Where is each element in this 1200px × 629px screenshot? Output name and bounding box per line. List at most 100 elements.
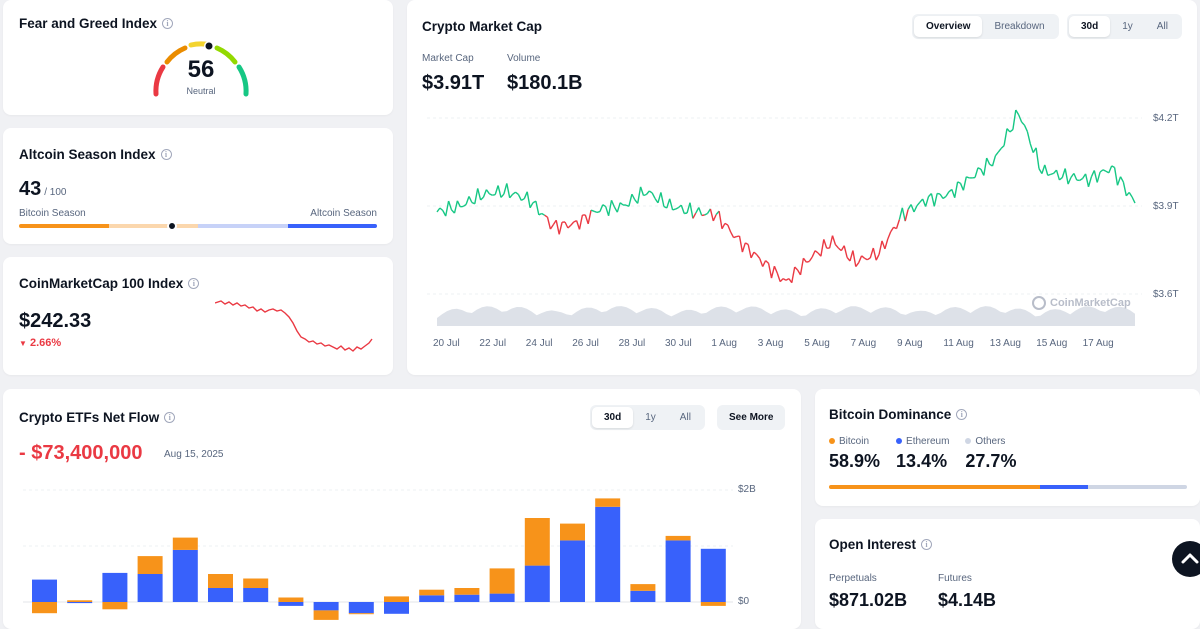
price-line-segment (806, 261, 809, 262)
price-line-segment (440, 208, 443, 211)
altcoin-value: 43 (19, 178, 41, 201)
etf-bar[interactable] (666, 540, 691, 602)
info-icon[interactable]: i (956, 409, 967, 420)
etf-bar[interactable] (630, 584, 655, 591)
etf-bar[interactable] (243, 588, 268, 602)
etf-bar[interactable] (349, 602, 374, 613)
dominance-item-bitcoin: Bitcoin 58.9% (829, 436, 880, 472)
perpetuals-value: $871.02B (829, 590, 907, 611)
etf-bar[interactable] (173, 550, 198, 602)
etf-bar[interactable] (173, 538, 198, 550)
etf-bar[interactable] (666, 536, 691, 541)
x-tick: 26 Jul (572, 338, 599, 349)
altcoin-title: Altcoin Season Index i (19, 147, 172, 162)
price-line-segment (1059, 178, 1062, 180)
price-line-segment (1129, 192, 1132, 197)
dominance-item-others: Others 27.7% (965, 436, 1016, 472)
etf-bar[interactable] (595, 507, 620, 602)
etf-bar[interactable] (314, 602, 339, 610)
etf-bar[interactable] (138, 556, 163, 574)
altcoin-season-card[interactable]: Altcoin Season Index i 43 / 100 Bitcoin … (3, 128, 393, 244)
etf-bar[interactable] (102, 602, 127, 609)
etf-bar[interactable] (419, 595, 444, 602)
etf-bar[interactable] (454, 595, 479, 602)
price-line-segment (548, 217, 551, 229)
futures-value: $4.14B (938, 590, 996, 611)
etf-bar[interactable] (32, 602, 57, 613)
price-line-segment (530, 203, 533, 208)
price-line-segment (545, 215, 548, 217)
etf-bar[interactable] (630, 591, 655, 602)
etf-bar[interactable] (67, 602, 92, 603)
open-interest-card[interactable]: Open Interest i Perpetuals $871.02B Futu… (815, 519, 1200, 629)
dominance-legend: Bitcoin 58.9% Ethereum 13.4% Others 27.7… (829, 436, 1016, 472)
etf-bar[interactable] (525, 518, 550, 566)
etf-bar[interactable] (208, 574, 233, 588)
open-interest-title: Open Interest i (829, 537, 932, 552)
x-tick: 30 Jul (665, 338, 692, 349)
etf-bar[interactable] (67, 600, 92, 602)
etf-bar[interactable] (595, 498, 620, 506)
cmc100-card[interactable]: CoinMarketCap 100 Index i $242.33 ▼ 2.66… (3, 257, 393, 375)
etf-bar[interactable] (490, 568, 515, 593)
etf-bar[interactable] (490, 594, 515, 602)
price-line-segment (629, 194, 632, 206)
price-line-segment (710, 209, 713, 221)
y-tick: $4.2T (1153, 113, 1179, 124)
info-icon[interactable]: i (921, 539, 932, 550)
x-tick: 1 Aug (711, 338, 737, 349)
price-line-segment (978, 168, 981, 170)
etf-bar[interactable] (314, 610, 339, 620)
etf-bar[interactable] (278, 602, 303, 606)
etf-bar[interactable] (384, 596, 409, 602)
fear-greed-label: Neutral (171, 86, 231, 96)
etf-card[interactable]: Crypto ETFs Net Flow i 30d 1y All See Mo… (3, 389, 801, 629)
caret-down-icon: ▼ (19, 339, 27, 348)
etf-bar[interactable] (138, 574, 163, 602)
etf-bar[interactable] (419, 590, 444, 596)
price-line-segment (937, 193, 940, 194)
price-line-segment (513, 192, 516, 194)
price-line-segment (812, 251, 815, 257)
price-line-segment (934, 193, 937, 206)
price-line-segment (899, 208, 902, 220)
etf-bar[interactable] (102, 573, 127, 602)
etf-bar[interactable] (560, 540, 585, 602)
price-line-segment (867, 258, 870, 260)
info-icon[interactable]: i (162, 18, 173, 29)
price-line-segment (1051, 173, 1054, 174)
price-line-segment (1048, 174, 1051, 175)
market-cap-chart[interactable] (407, 0, 1197, 375)
etf-chart[interactable] (3, 389, 801, 629)
etf-bar[interactable] (349, 613, 374, 614)
etf-bar[interactable] (278, 598, 303, 603)
price-line-segment (661, 192, 664, 206)
etf-bar[interactable] (701, 602, 726, 606)
price-line-segment (993, 156, 996, 166)
etf-bar[interactable] (701, 549, 726, 602)
scroll-to-top-button[interactable] (1172, 541, 1200, 577)
price-line-segment (646, 191, 649, 195)
price-line-segment (1027, 132, 1030, 144)
etf-bar[interactable] (243, 579, 268, 589)
etf-bar[interactable] (384, 602, 409, 614)
etf-bar[interactable] (208, 588, 233, 602)
etf-bar[interactable] (454, 588, 479, 595)
etf-bar[interactable] (560, 524, 585, 541)
fear-greed-card[interactable]: Fear and Greed Index i 56 Neutral (3, 0, 393, 115)
price-line-segment (975, 168, 978, 178)
price-line-segment (815, 251, 818, 253)
price-line-segment (873, 248, 876, 260)
price-line-segment (719, 211, 722, 229)
price-line-segment (527, 192, 530, 208)
btc-dominance-card[interactable]: Bitcoin Dominance i Bitcoin 58.9% Ethere… (815, 389, 1200, 506)
dominance-segment (1088, 485, 1187, 489)
price-line-segment (1086, 174, 1089, 187)
etf-bar[interactable] (32, 580, 57, 602)
info-icon[interactable]: i (161, 149, 172, 160)
price-line-segment (687, 203, 690, 213)
etf-bar[interactable] (525, 566, 550, 602)
info-icon[interactable]: i (188, 278, 199, 289)
altcoin-value-row: 43 / 100 (19, 178, 67, 201)
market-cap-card[interactable]: Crypto Market Cap Overview Breakdown 30d… (407, 0, 1197, 375)
